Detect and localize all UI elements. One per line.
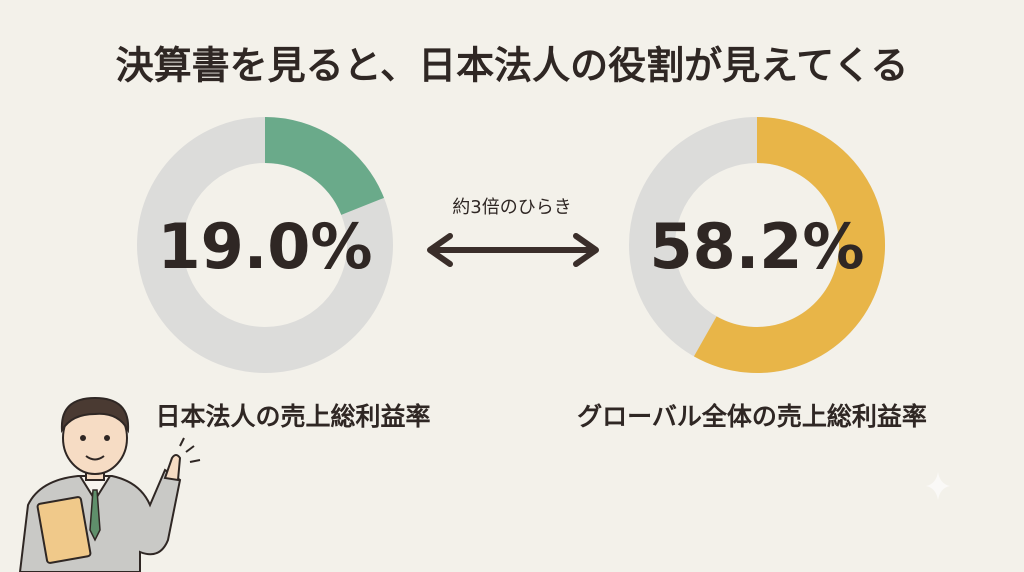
character-illustration xyxy=(18,396,201,572)
sparkle xyxy=(926,472,950,500)
value-label: 19.0% xyxy=(157,210,372,283)
donut-label: グローバル全体の売上総利益率 xyxy=(577,402,927,431)
donut-segment xyxy=(264,117,385,216)
double-arrow xyxy=(427,233,599,267)
annotation: 約3倍のひらき xyxy=(452,197,571,218)
value-label: 58.2% xyxy=(649,210,864,283)
title: 決算書を見ると、日本法人の役割が見えてくる xyxy=(116,44,909,88)
donut-label: 日本法人の売上総利益率 xyxy=(155,402,430,431)
donut-segment xyxy=(693,117,885,373)
